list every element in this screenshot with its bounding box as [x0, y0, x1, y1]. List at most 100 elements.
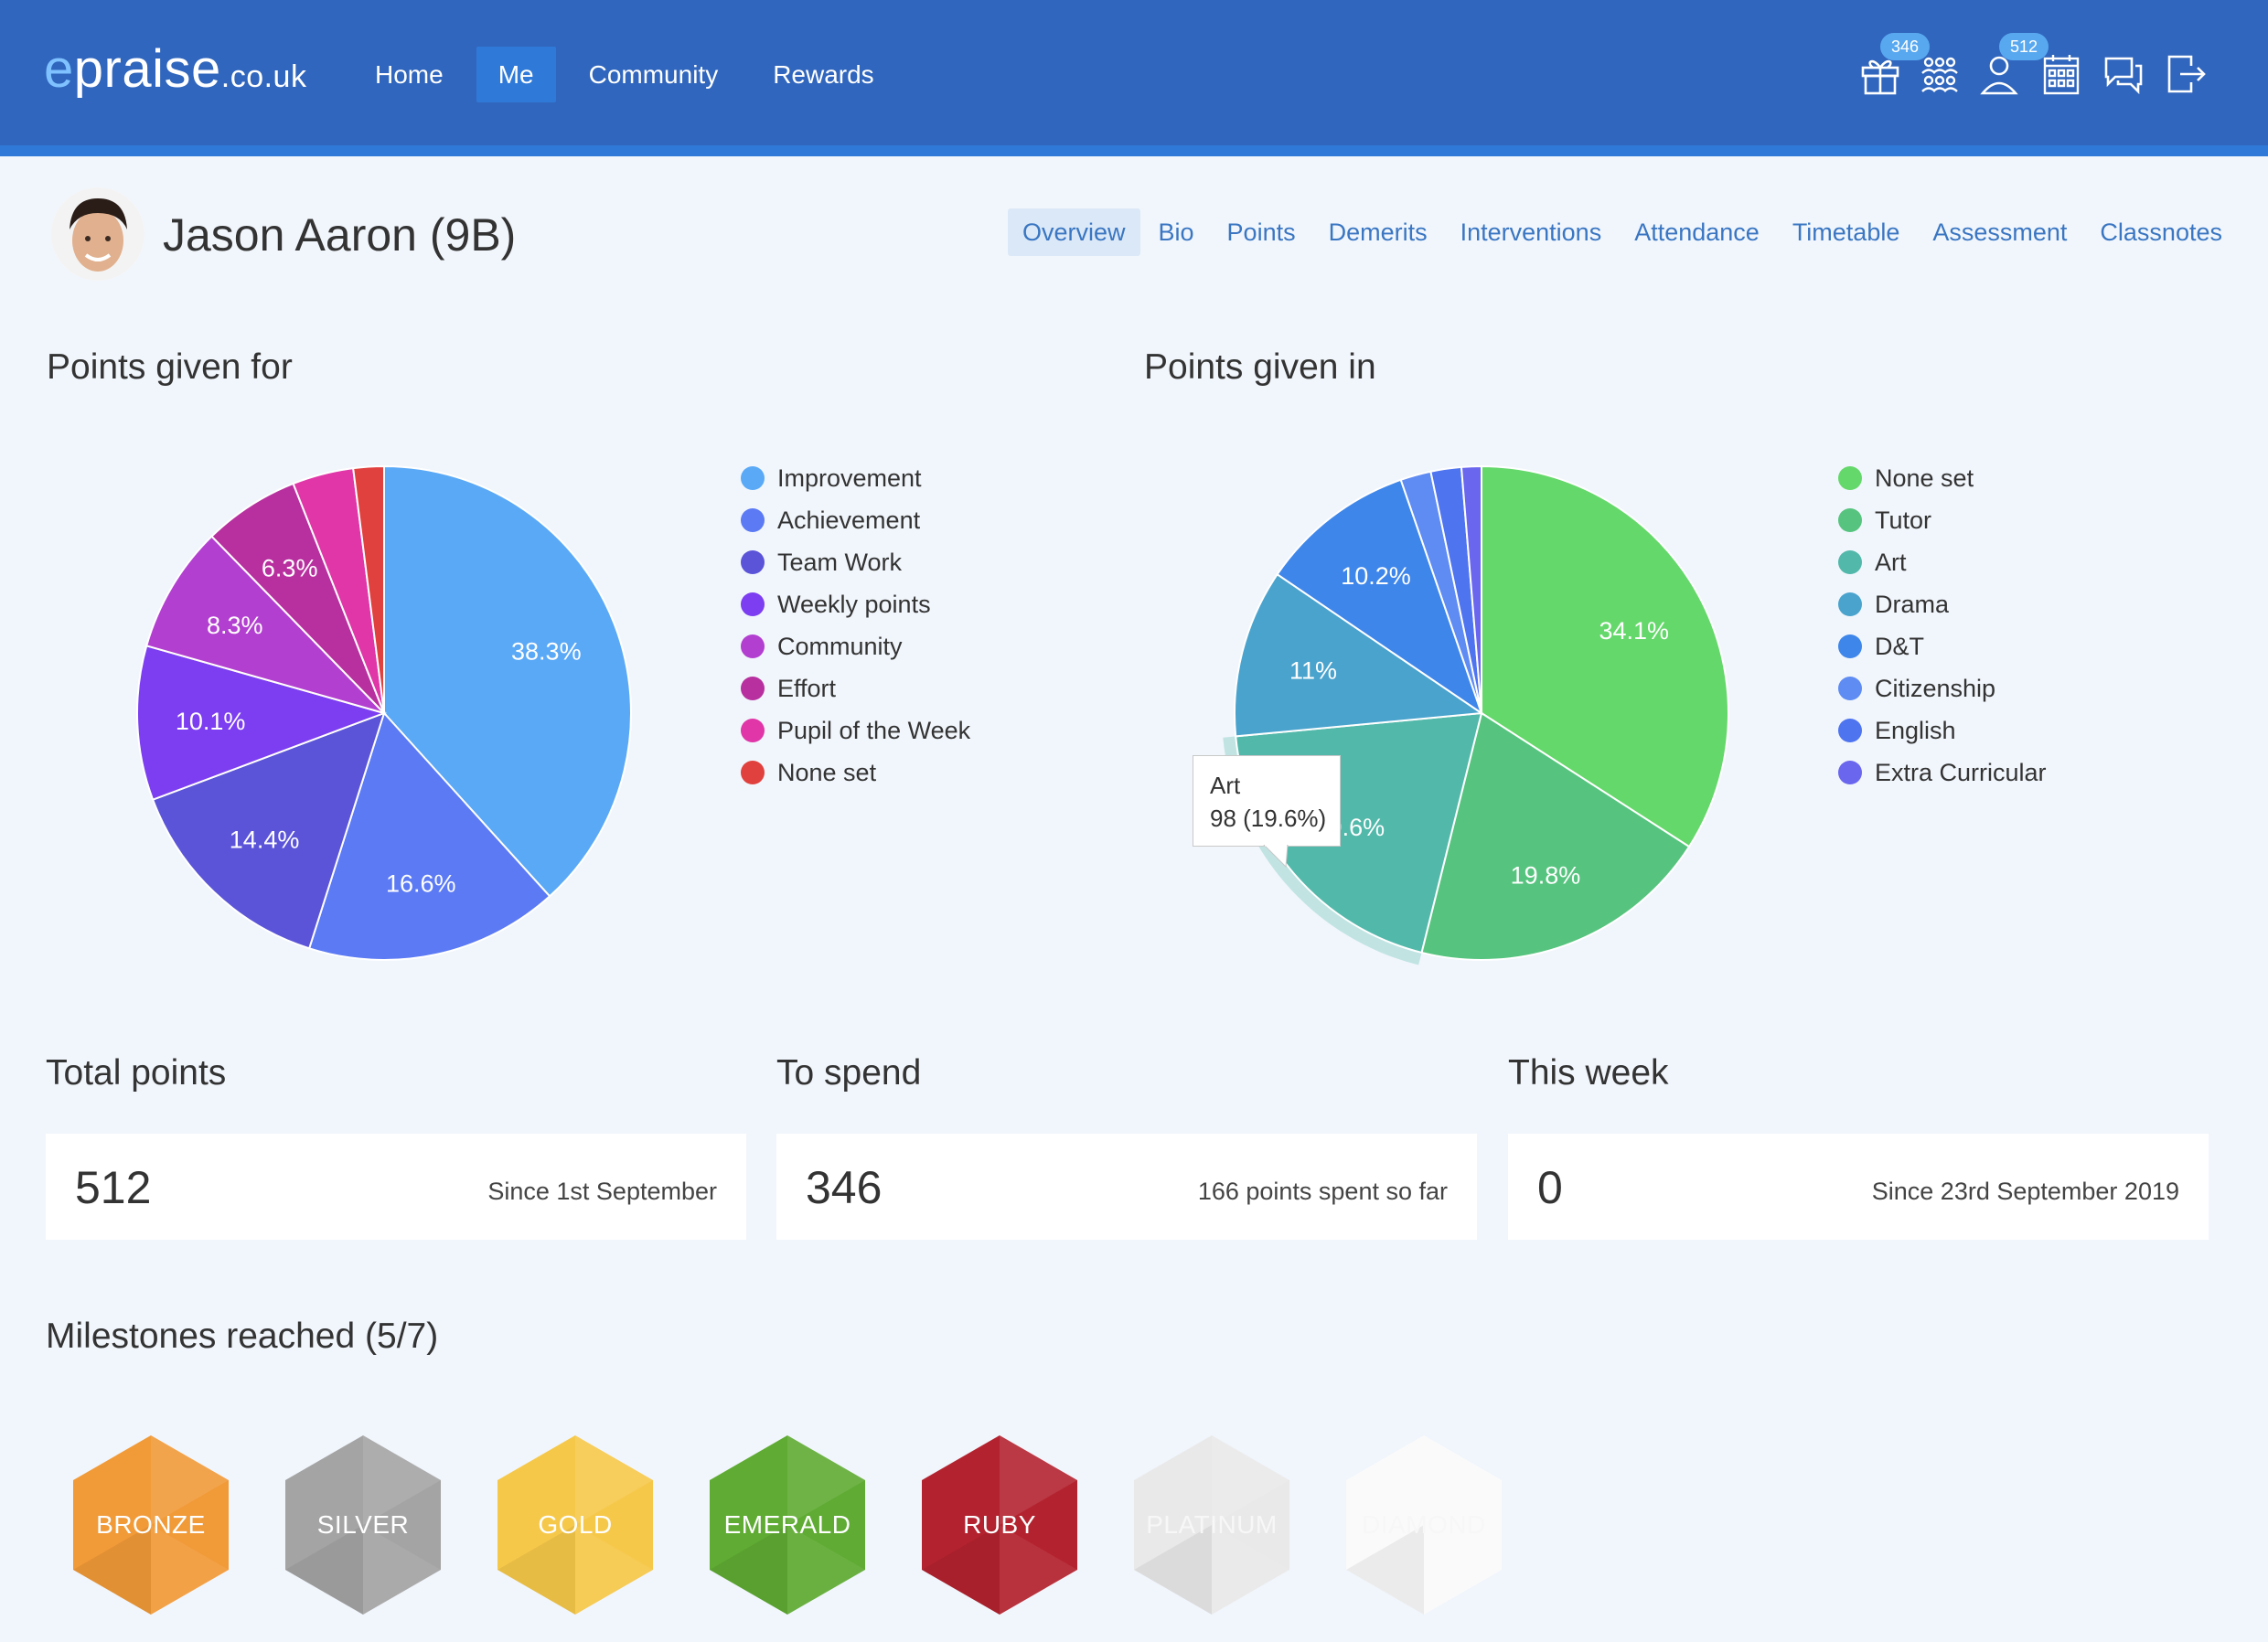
total-points-note: Since 1st September — [487, 1178, 717, 1205]
legend-item-team-work[interactable]: Team Work — [741, 541, 970, 583]
slice-drama[interactable] — [1234, 572, 1484, 738]
milestone-label: BRONZE — [96, 1510, 206, 1539]
legend-label: Citizenship — [1875, 674, 1996, 702]
tab-interventions[interactable]: Interventions — [1460, 219, 1602, 246]
profile-name: Jason Aaron (9B) — [163, 209, 517, 261]
to-spend-card: 346 166 points spent so far — [776, 1134, 1477, 1240]
legend-label: D&T — [1875, 632, 1924, 660]
slice-label-team-work: 14.4% — [230, 826, 300, 854]
legend-swatch — [1838, 592, 1862, 616]
legend-label: Effort — [777, 674, 837, 702]
tab-demerits[interactable]: Demerits — [1328, 219, 1428, 246]
legend-swatch — [741, 550, 765, 574]
chat-icon[interactable] — [2103, 53, 2144, 95]
tab-assessment[interactable]: Assessment — [1932, 219, 2068, 246]
legend-item-none-set[interactable]: None set — [1838, 457, 2047, 499]
points-given-in-chart[interactable]: 34.1%19.8%19.6%11%10.2% — [1216, 457, 1738, 987]
legend-label: English — [1875, 716, 1956, 744]
slice-weekly-points[interactable] — [136, 645, 388, 801]
milestone-label: GOLD — [538, 1510, 613, 1539]
points-given-for-chart[interactable]: 38.3% 16.6% 14.4% 10.1% 8.3% 6.3% — [128, 457, 640, 987]
legend-item-extra-curricular[interactable]: Extra Curricular — [1838, 752, 2047, 794]
legend-item-citizenship[interactable]: Citizenship — [1838, 667, 2047, 709]
legend-swatch — [1838, 508, 1862, 532]
logo-main: praise — [73, 39, 221, 99]
slice-label-none-set: 34.1% — [1599, 617, 1670, 645]
user-icon[interactable]: 512 — [1979, 33, 2049, 95]
legend-item-weekly-points[interactable]: Weekly points — [741, 583, 970, 625]
slice-label-improvement: 38.3% — [511, 638, 582, 666]
legend-item-art[interactable]: Art — [1838, 541, 2047, 583]
slice-none-set[interactable] — [1481, 464, 1729, 848]
legend-item-community[interactable]: Community — [741, 625, 970, 667]
user-badge: 512 — [1999, 33, 2049, 60]
milestones-title: Milestones reached (5/7) — [46, 1317, 439, 1356]
legend-label: Extra Curricular — [1875, 758, 2047, 786]
profile-tabs: Overview Bio Points Demerits Interventio… — [1004, 208, 2237, 256]
tab-classnotes[interactable]: Classnotes — [2100, 219, 2222, 246]
legend-item-pupil-of-the-week[interactable]: Pupil of the Week — [741, 709, 970, 752]
legend-label: Art — [1875, 548, 1907, 576]
milestone-label: EMERALD — [723, 1510, 851, 1539]
legend-swatch — [741, 508, 765, 532]
points-given-for-title: Points given for — [47, 347, 293, 387]
this-week-note: Since 23rd September 2019 — [1871, 1178, 2179, 1205]
legend-label: Drama — [1875, 590, 1950, 618]
slice-none-set[interactable] — [352, 464, 385, 714]
avatar — [51, 187, 144, 281]
chart-tooltip: Art 98 (19.6%) — [1193, 755, 1341, 847]
top-bar: epraise.co.uk Home Me Community Rewards … — [0, 0, 2268, 145]
slice-tutor[interactable] — [1420, 711, 1691, 961]
groups-icon[interactable] — [1920, 53, 1960, 95]
legend-label: Tutor — [1875, 506, 1932, 534]
slice-extra-curricular[interactable] — [1460, 464, 1482, 714]
legend-item-none-set[interactable]: None set — [741, 752, 970, 794]
to-spend-note: 166 points spent so far — [1197, 1178, 1448, 1205]
slice-dandt[interactable] — [1276, 478, 1483, 716]
gift-icon[interactable]: 346 — [1860, 33, 1931, 95]
legend-swatch — [1838, 719, 1862, 742]
top-bar-strip — [0, 145, 2268, 156]
slice-community[interactable] — [145, 535, 388, 715]
legend-label: Weekly points — [777, 590, 931, 618]
hexagon-icon — [1134, 1435, 1289, 1615]
nav-rewards[interactable]: Rewards — [773, 60, 874, 89]
nav-home[interactable]: Home — [375, 60, 444, 89]
legend-item-tutor[interactable]: Tutor — [1838, 499, 2047, 541]
slice-improvement[interactable] — [383, 464, 632, 898]
tooltip-value: 98 (19.6%) — [1210, 805, 1327, 832]
legend-label: Improvement — [777, 464, 922, 492]
tab-bio[interactable]: Bio — [1158, 219, 1194, 246]
legend-swatch — [1838, 550, 1862, 574]
slice-achievement[interactable] — [307, 711, 551, 961]
this-week-card: 0 Since 23rd September 2019 — [1508, 1134, 2209, 1240]
legend-item-dandt[interactable]: D&T — [1838, 625, 2047, 667]
epraise-logo[interactable]: epraise.co.uk — [44, 38, 306, 100]
points-given-in-legend: None set Tutor Art Drama D&T Citizenship Engli… — [1838, 457, 2047, 794]
legend-item-effort[interactable]: Effort — [741, 667, 970, 709]
tab-attendance[interactable]: Attendance — [1634, 219, 1760, 246]
logout-icon[interactable] — [2166, 53, 2206, 95]
legend-label: None set — [1875, 464, 1974, 492]
milestone-platinum: PLATINUM — [1132, 1434, 1291, 1616]
calendar-icon[interactable] — [2041, 53, 2081, 95]
slice-team-work[interactable] — [151, 711, 386, 950]
main-nav: Home Me Community Rewards — [353, 47, 907, 102]
this-week-title: This week — [1508, 1053, 1669, 1093]
nav-community[interactable]: Community — [588, 60, 719, 89]
nav-me[interactable]: Me — [476, 47, 556, 102]
hexagon-icon — [73, 1435, 229, 1615]
milestone-emerald: EMERALD — [708, 1434, 867, 1616]
legend-item-drama[interactable]: Drama — [1838, 583, 2047, 625]
legend-item-achievement[interactable]: Achievement — [741, 499, 970, 541]
tab-overview[interactable]: Overview — [1007, 208, 1140, 256]
legend-item-improvement[interactable]: Improvement — [741, 457, 970, 499]
tab-points[interactable]: Points — [1226, 219, 1296, 246]
slice-label-community: 8.3% — [207, 612, 263, 639]
this-week-value: 0 — [1537, 1162, 1563, 1213]
legend-swatch — [1838, 466, 1862, 490]
slice-label-tutor: 19.8% — [1511, 862, 1581, 890]
tab-timetable[interactable]: Timetable — [1792, 219, 1900, 246]
legend-item-english[interactable]: English — [1838, 709, 2047, 752]
milestone-label: PLATINUM — [1146, 1510, 1278, 1539]
